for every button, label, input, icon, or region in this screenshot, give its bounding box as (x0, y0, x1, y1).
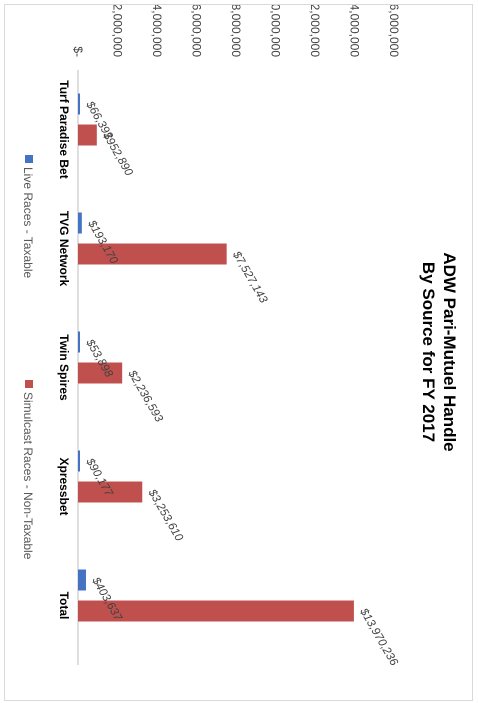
data-label: $13,970,236 (357, 606, 400, 669)
y-tick-label: $6,000,000 (190, 5, 204, 57)
bar (77, 481, 143, 503)
data-label: $3,253,610 (145, 487, 185, 544)
legend: Live Races - Taxable Simulcast Races - No… (21, 155, 35, 560)
y-axis-ticks: $- $2,000,000 $4,000,000 $6,000,000 $8,000,0… (71, 5, 401, 57)
bar (78, 331, 80, 353)
legend-label: Live Races - Taxable (21, 167, 35, 278)
bar (78, 93, 80, 115)
bar (77, 362, 123, 384)
legend-label: Simulcast Races - Non-Taxable (21, 392, 35, 560)
category-label: Xpressbet (57, 457, 71, 515)
bar (78, 569, 86, 591)
y-tick-label: $8,000,000 (229, 5, 243, 57)
category-label: Twin Spires (57, 334, 71, 401)
category-labels-group: Turf Paradise Bet TVG Network Twin Spires X… (57, 80, 71, 619)
chart-subtitle: By Source for FY 2017 (419, 262, 438, 442)
y-tick-label: $12,000,000 (308, 5, 322, 57)
category-label: Total (57, 592, 71, 620)
bar (77, 600, 354, 622)
y-tick-label: $2,000,000 (111, 5, 125, 57)
bar (78, 450, 80, 472)
y-tick-label: $- (71, 46, 85, 57)
y-tick-label: $4,000,000 (150, 5, 164, 57)
bars-group (77, 93, 354, 622)
y-tick-label: $14,000,000 (348, 5, 362, 57)
data-label: $952,890 (100, 130, 135, 179)
bar-chart: ADW Pari-Mutuel Handle By Source for FY … (21, 5, 459, 669)
rotated-chart-container: ADW Pari-Mutuel Handle By Source for FY … (5, 5, 472, 700)
legend-swatch (25, 380, 33, 388)
bar (78, 124, 97, 146)
data-label: $7,527,143 (230, 249, 270, 306)
category-label: TVG Network (57, 211, 71, 287)
legend-swatch (25, 155, 33, 163)
chart-frame: ADW Pari-Mutuel Handle By Source for FY … (4, 4, 473, 701)
data-label: $2,236,593 (125, 368, 165, 425)
data-labels-group: $66,392$952,890$193,170$7,527,143$53,898… (83, 99, 400, 669)
bar (78, 243, 227, 265)
bar (77, 212, 82, 234)
category-label: Turf Paradise Bet (57, 80, 71, 178)
y-tick-label: $16,000,000 (387, 5, 401, 57)
chart-title: ADW Pari-Mutuel Handle (440, 252, 459, 451)
y-tick-label: $10,000,000 (269, 5, 283, 57)
